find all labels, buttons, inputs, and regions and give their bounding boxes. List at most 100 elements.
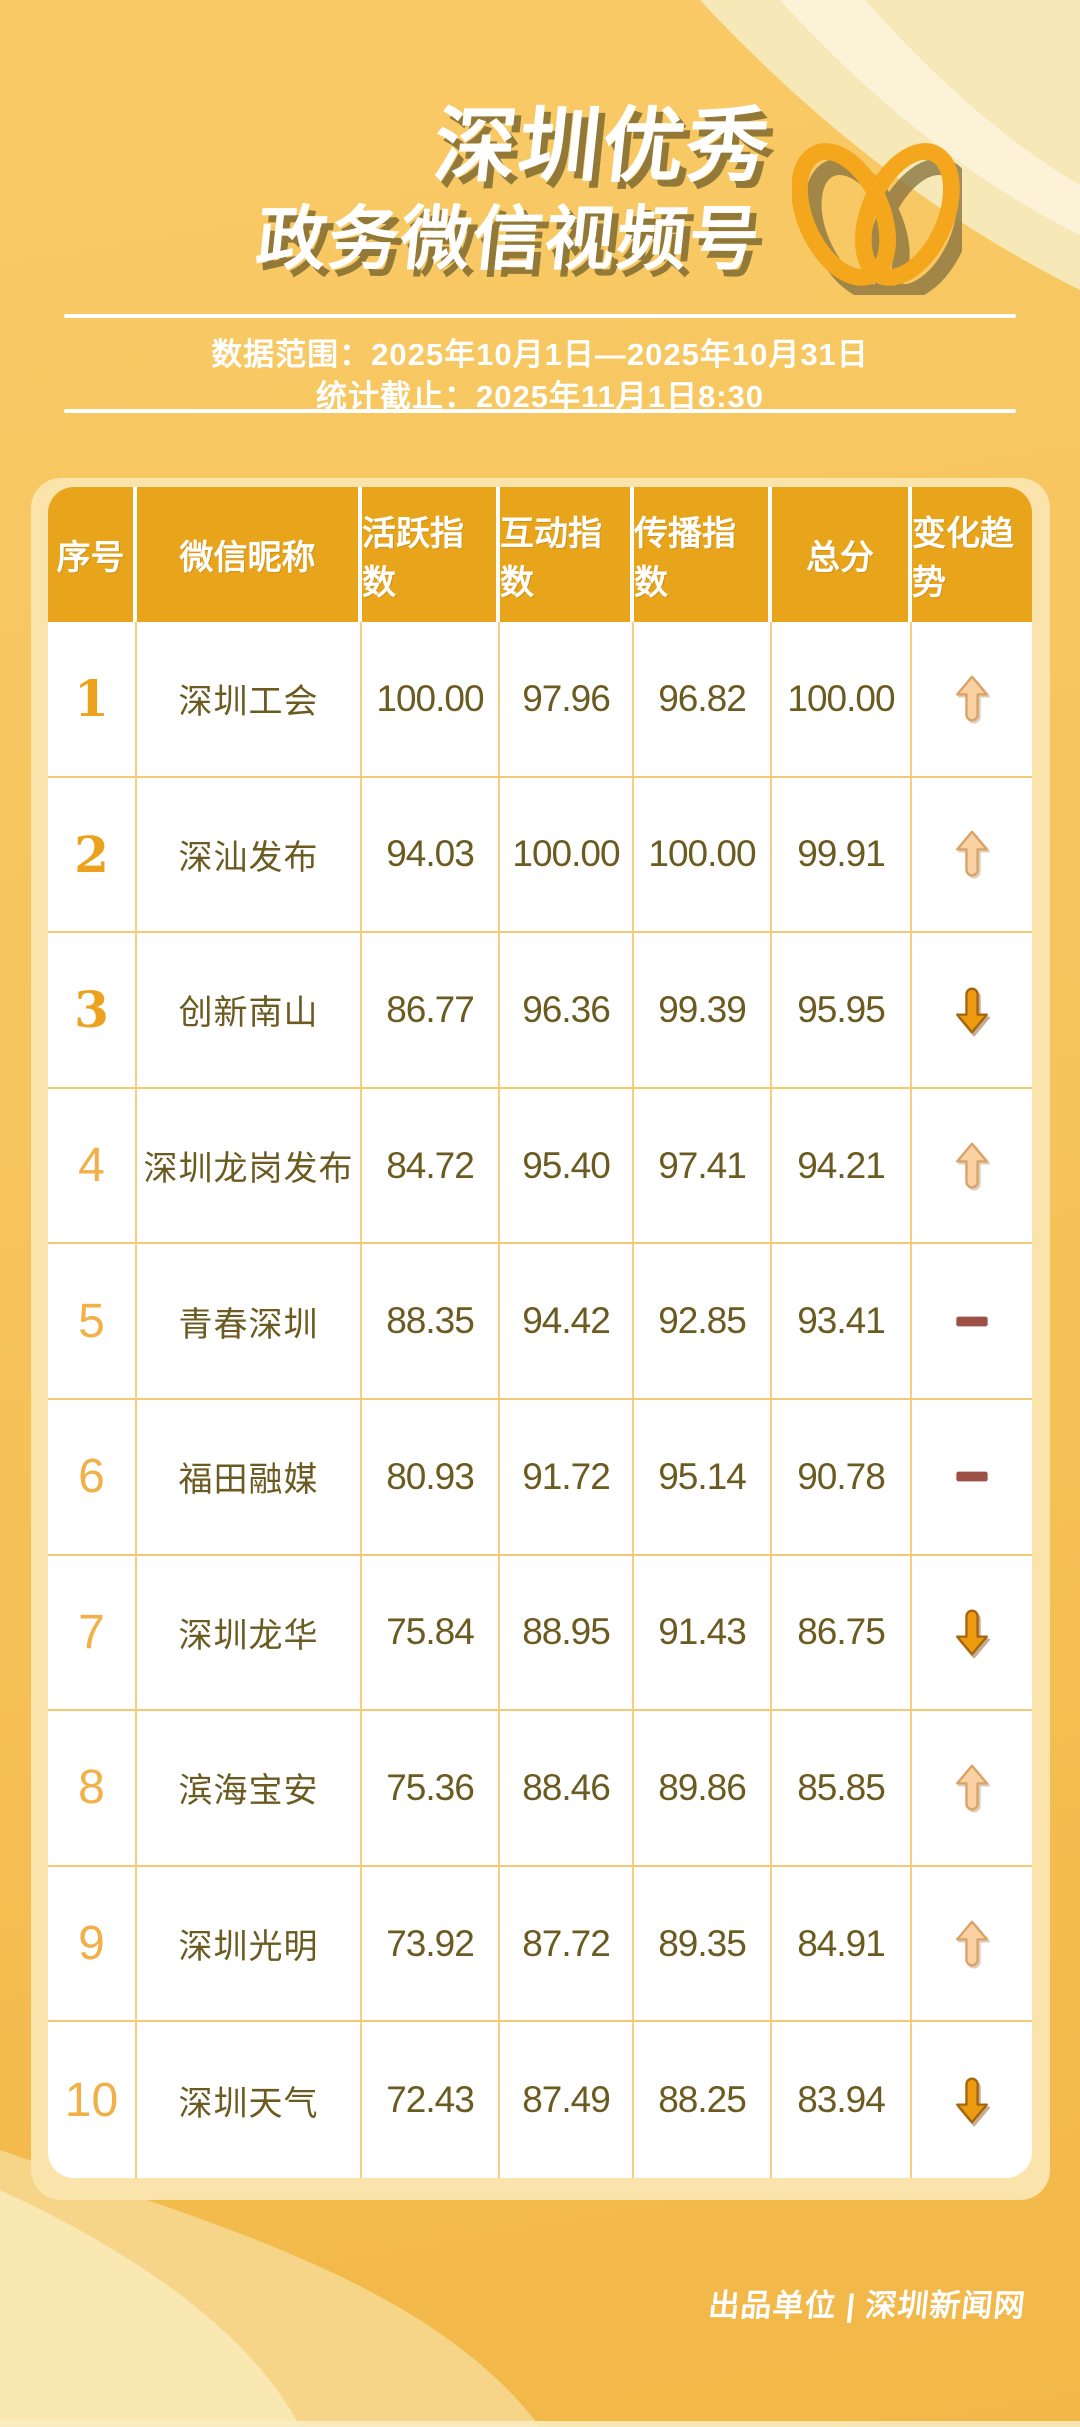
divider-line-bottom [64, 409, 1016, 413]
table-row-6: 6 福田融媒 80.93 91.72 95.14 90.78 [48, 1399, 1032, 1556]
poster-title-line2: 政务微信视频号 [252, 200, 765, 278]
activity-index-cell: 100.00 [362, 622, 500, 776]
table-row-7: 7 深圳龙华 75.84 88.95 91.43 86.75 [48, 1555, 1032, 1712]
table-row-10: 10 深圳天气 72.43 87.49 88.25 83.94 [48, 2022, 1032, 2178]
spread-index-cell: 100.00 [634, 777, 772, 932]
trend-up-icon [954, 1763, 990, 1813]
data-range-text: 数据范围：2025年10月1日—2025年10月31日 [211, 337, 869, 372]
trend-down-icon [954, 1607, 990, 1657]
nickname-cell: 青春深圳 [137, 1244, 362, 1398]
spread-index-cell: 99.39 [634, 933, 772, 1087]
activity-index-cell: 72.43 [362, 2022, 500, 2178]
interaction-index-cell: 100.00 [500, 777, 634, 932]
trend-cell [912, 778, 1032, 932]
nickname-cell: 福田融媒 [137, 1399, 362, 1554]
wave-top-right-inner [865, 0, 1080, 185]
nickname-cell: 深圳工会 [137, 622, 362, 776]
column-header-1: 序号 [48, 487, 137, 622]
column-header-7: 变化趋势 [912, 514, 1014, 602]
trend-cell [912, 1089, 1032, 1243]
activity-index-cell: 88.35 [362, 1244, 500, 1398]
interaction-index-cell: 97.96 [500, 622, 634, 776]
rank-cell: 4 [48, 1088, 137, 1243]
poster-title-line1: 深圳优秀 [429, 101, 776, 192]
total-score-cell: 100.00 [772, 622, 912, 776]
ranking-card: 序号 微信昵称 活跃指数 互动指数 传播指数 总分 变化趋势 1 深圳工会 100.00 97.9… [31, 478, 1050, 2200]
bottom-edge-strip [0, 2421, 1080, 2427]
activity-index-cell: 75.84 [362, 1555, 500, 1710]
activity-index-cell: 94.03 [362, 777, 500, 932]
nickname-cell: 深汕发布 [137, 777, 362, 932]
rank-cell: 10 [48, 2022, 137, 2178]
rank-cell: 6 [48, 1399, 137, 1554]
column-header-2: 微信昵称 [137, 487, 362, 622]
trend-down-icon [954, 2075, 990, 2125]
spread-index-cell: 89.86 [634, 1711, 772, 1865]
nickname-cell: 滨海宝安 [137, 1711, 362, 1865]
trend-up-icon [954, 1141, 990, 1191]
wave-bottom-left-inner [0, 2190, 300, 2427]
column-header-4: 互动指数 [500, 487, 634, 622]
total-score-cell: 83.94 [772, 2022, 912, 2178]
activity-index-cell: 86.77 [362, 933, 500, 1087]
activity-index-cell: 80.93 [362, 1399, 500, 1554]
trend-up-icon [954, 829, 990, 879]
interaction-index-cell: 95.40 [500, 1088, 634, 1243]
total-score-cell: 84.91 [772, 1866, 912, 2021]
footer-credit: 出品单位 | 深圳新闻网 [706, 2288, 1028, 2323]
interaction-index-cell: 87.72 [500, 1866, 634, 2021]
trend-cell [912, 1400, 1032, 1554]
interaction-index-cell: 96.36 [500, 933, 634, 1087]
rank-cell: 7 [48, 1555, 137, 1710]
table-row-5: 5 青春深圳 88.35 94.42 92.85 93.41 [48, 1244, 1032, 1400]
spread-index-cell: 95.14 [634, 1399, 772, 1554]
interaction-index-cell: 87.49 [500, 2022, 634, 2178]
rank-cell: 8 [48, 1711, 137, 1865]
table-row-4: 4 深圳龙岗发布 84.72 95.40 97.41 94.21 [48, 1088, 1032, 1245]
divider-line-top [64, 314, 1016, 318]
activity-index-cell: 75.36 [362, 1711, 500, 1865]
trend-cell [912, 1711, 1032, 1865]
interaction-index-cell: 94.42 [500, 1244, 634, 1398]
table-row-8: 8 滨海宝安 75.36 88.46 89.86 85.85 [48, 1711, 1032, 1867]
trend-down-icon [954, 985, 990, 1035]
wechat-channels-logo-icon [792, 143, 962, 295]
activity-index-cell: 73.92 [362, 1866, 500, 2021]
rank-cell: 2 [48, 777, 137, 932]
rank-cell: 5 [48, 1244, 137, 1398]
table-row-9: 9 深圳光明 73.92 87.72 89.35 84.91 [48, 1866, 1032, 2023]
table-row-2: 2 深汕发布 94.03 100.00 100.00 99.91 [48, 777, 1032, 934]
total-score-cell: 86.75 [772, 1555, 912, 1710]
trend-cell [912, 1867, 1032, 2021]
spread-index-cell: 96.82 [634, 622, 772, 776]
trend-cell [912, 933, 1032, 1087]
rank-cell: 9 [48, 1866, 137, 2021]
spread-index-cell: 97.41 [634, 1088, 772, 1243]
total-score-cell: 95.95 [772, 933, 912, 1087]
nickname-cell: 深圳天气 [137, 2022, 362, 2178]
rank-cell: 1 [48, 622, 137, 776]
spread-index-cell: 89.35 [634, 1866, 772, 2021]
cutoff-text: 统计截止：2025年11月1日8:30 [315, 379, 765, 414]
table-body: 1 深圳工会 100.00 97.96 96.82 100.00 2 深汕发布 94.03 100… [48, 622, 1032, 2178]
table-header-row: 序号 微信昵称 活跃指数 互动指数 传播指数 总分 变化趋势 [48, 487, 1032, 622]
poster-title: 深圳优秀 政务微信视频号 [252, 101, 776, 278]
table-row-1: 1 深圳工会 100.00 97.96 96.82 100.00 [48, 622, 1032, 778]
nickname-cell: 深圳光明 [137, 1866, 362, 2021]
interaction-index-cell: 88.46 [500, 1711, 634, 1865]
spread-index-cell: 91.43 [634, 1555, 772, 1710]
trend-cell [912, 2022, 1032, 2178]
trend-up-icon [954, 1919, 990, 1969]
spread-index-cell: 88.25 [634, 2022, 772, 2178]
total-score-cell: 90.78 [772, 1399, 912, 1554]
table-row-3: 3 创新南山 86.77 96.36 99.39 95.95 [48, 933, 1032, 1089]
spread-index-cell: 92.85 [634, 1244, 772, 1398]
interaction-index-cell: 88.95 [500, 1555, 634, 1710]
nickname-cell: 深圳龙岗发布 [137, 1088, 362, 1243]
activity-index-cell: 84.72 [362, 1088, 500, 1243]
total-score-cell: 93.41 [772, 1244, 912, 1398]
rank-cell: 3 [48, 933, 137, 1087]
total-score-cell: 85.85 [772, 1711, 912, 1865]
